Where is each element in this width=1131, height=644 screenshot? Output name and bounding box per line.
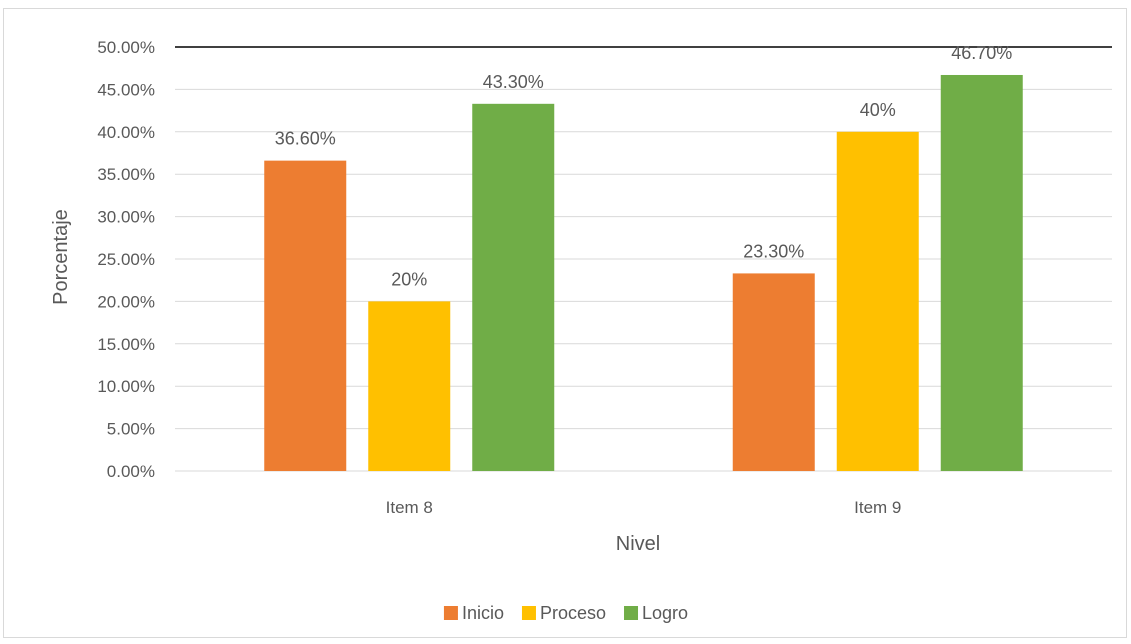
- legend: Inicio Proceso Logro: [443, 603, 688, 623]
- x-axis-title: Nivel: [616, 533, 660, 555]
- x-category-label: Item 9: [854, 498, 901, 517]
- y-tick-label: 0.00%: [107, 462, 155, 481]
- data-label: 43.30%: [483, 72, 544, 92]
- y-tick-label: 40.00%: [97, 123, 155, 142]
- data-labels: 36.60% 20% 43.30% 23.30% 40% 46.70%: [275, 43, 1013, 289]
- y-axis-ticks: 0.00% 5.00% 10.00% 15.00% 20.00% 25.00% 30.00%…: [97, 38, 155, 481]
- y-tick-label: 50.00%: [97, 38, 155, 57]
- bar-inicio-2: [732, 273, 815, 471]
- y-tick-label: 10.00%: [97, 377, 155, 396]
- bar-proceso-2: [836, 131, 919, 472]
- x-category-label: Item 8: [386, 498, 433, 517]
- y-tick-label: 30.00%: [97, 208, 155, 227]
- bars: [264, 74, 1023, 472]
- y-axis-title: Porcentaje: [50, 209, 72, 305]
- y-tick-label: 25.00%: [97, 250, 155, 269]
- bar-chart: 0.00% 5.00% 10.00% 15.00% 20.00% 25.00% 30.00%…: [50, 38, 1112, 623]
- data-label: 20%: [391, 269, 427, 289]
- legend-swatch-proceso: [521, 606, 536, 620]
- data-label: 36.60%: [275, 129, 336, 149]
- bar-proceso-1: [368, 301, 451, 471]
- bar-logro-1: [472, 103, 555, 471]
- legend-swatch-logro: [624, 606, 639, 620]
- chart-frame: 0.00% 5.00% 10.00% 15.00% 20.00% 25.00% 30.00%…: [3, 8, 1127, 638]
- y-tick-label: 5.00%: [107, 420, 155, 439]
- legend-label-logro: Logro: [642, 603, 688, 623]
- bar-logro-2: [940, 74, 1023, 471]
- y-tick-label: 35.00%: [97, 165, 155, 184]
- y-tick-label: 15.00%: [97, 335, 155, 354]
- bar-inicio-1: [264, 160, 347, 471]
- y-tick-label: 20.00%: [97, 292, 155, 311]
- data-label: 46.70%: [951, 43, 1012, 63]
- legend-label-proceso: Proceso: [540, 603, 606, 623]
- data-label: 40%: [860, 100, 896, 120]
- data-label: 23.30%: [743, 241, 804, 261]
- legend-label-inicio: Inicio: [462, 603, 504, 623]
- legend-swatch-inicio: [443, 606, 458, 620]
- x-axis-categories: Item 8 Item 9: [386, 498, 902, 517]
- y-tick-label: 45.00%: [97, 80, 155, 99]
